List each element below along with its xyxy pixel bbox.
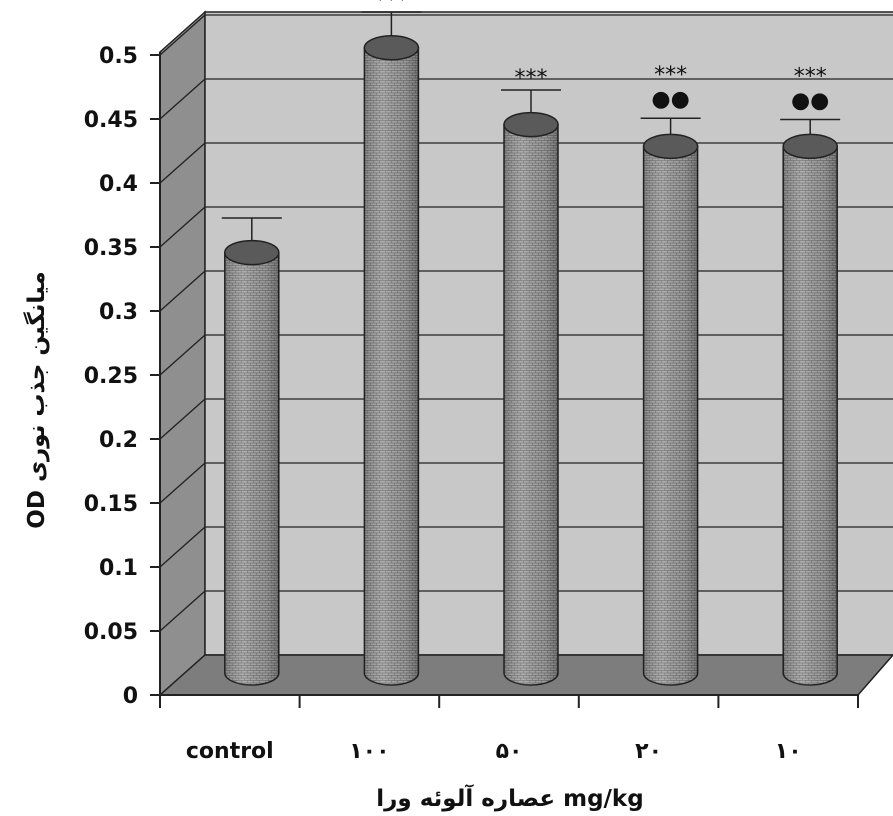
y-axis-title: OD میانگین جذب نوری [23,271,50,528]
x-tick-label: ۵۰ [496,739,523,764]
bars: ****** ***●●***●● [221,0,841,686]
gridline-side [159,526,206,568]
side-wall [159,10,206,697]
bar: *** [361,0,422,686]
gridline-side [159,78,206,120]
bar: ***●● [640,63,701,686]
y-tick-label: 0.5 [99,44,138,69]
bar-top [363,35,420,61]
x-tick-label: ۲۰ [635,739,662,764]
bar: ***●● [780,64,841,686]
gridline-side [159,398,206,440]
significance-label: *** [794,64,827,89]
y-tick-label: 0.45 [84,108,138,133]
gridline-side [159,270,206,312]
y-tick-label: 0.25 [84,364,138,389]
bar-shading [643,146,698,686]
bar-shading [783,146,838,686]
gridline-side [159,206,206,248]
significance-label: *** [515,66,548,91]
x-tick-label: ۱۰۰ [349,739,389,764]
x-axis: control ۱۰۰ ۵۰ ۲۰ ۱۰ [159,694,859,764]
x-tick-label: control [186,739,274,764]
gridline-side [159,334,206,376]
bar-shading [224,252,279,685]
y-tick-label: 0.3 [99,300,138,325]
bar-shading [364,47,419,686]
significance-label-2: ●● [791,88,829,113]
y-tick-label: 0.1 [99,556,138,581]
y-tick-label: 0.35 [84,236,138,261]
bar [221,217,282,686]
bar: *** [501,66,561,686]
gridline-side [159,142,206,184]
bar-top [224,239,280,266]
y-tick-label: 0.15 [84,492,138,517]
gridline-side [159,14,206,56]
y-axis: 0 0.05 0.1 0.15 0.2 0.25 0.3 0.35 0.4 0.45 0.5 [84,44,161,709]
significance-label: *** [654,63,687,88]
y-tick-label: 0 [123,684,138,709]
gridline-side [159,590,206,632]
significance-label-2: ●● [651,87,689,112]
bar-top [503,111,559,138]
bar-shading [504,124,558,686]
x-axis-title: عصاره آلوئه ورا mg/kg [376,783,643,812]
gridline-side [159,462,206,504]
significance-label: *** [375,0,408,13]
x-tick-label: ۱۰ [775,739,802,764]
bar-top [642,133,699,160]
y-tick-label: 0.4 [99,172,138,197]
y-tick-label: 0.05 [84,620,138,645]
bar-top [782,133,838,160]
y-tick-label: 0.2 [99,428,138,453]
